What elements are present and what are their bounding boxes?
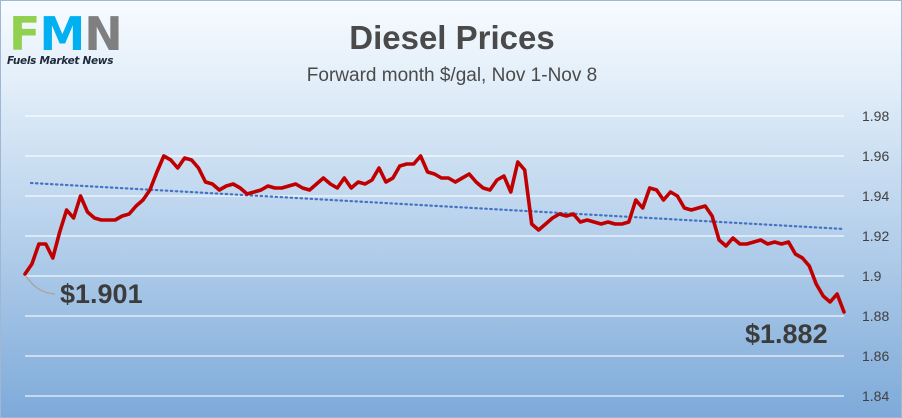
logo-letter-n: N	[84, 7, 122, 61]
logo-tagline: Fuels Market News	[7, 55, 114, 67]
y-tick-label: 1.9	[862, 268, 882, 284]
diesel-price-line	[23, 154, 846, 314]
y-tick-label: 1.98	[862, 108, 889, 124]
series-group	[23, 154, 846, 314]
chart-title: Diesel Prices	[349, 19, 555, 56]
end-price-label: $1.882	[745, 319, 828, 349]
y-tick-label: 1.92	[862, 228, 889, 244]
data-labels: $1.901 $1.882	[25, 275, 828, 349]
y-tick-label: 1.86	[862, 348, 889, 364]
y-tick-label: 1.88	[862, 308, 889, 324]
fmn-logo: FMN Fuels Market News	[7, 9, 131, 71]
y-tick-label: 1.96	[862, 148, 889, 164]
logo-letter-m: M	[39, 7, 85, 61]
logo-letters: FMN	[9, 7, 123, 61]
start-price-label: $1.901	[60, 279, 143, 309]
trend-line	[29, 181, 846, 231]
y-axis-tick-labels: 1.84 1.86 1.88 1.9 1.92 1.94 1.96 1.98	[862, 108, 889, 404]
gridlines	[25, 115, 844, 397]
y-tick-label: 1.94	[862, 188, 889, 204]
start-label-leader	[25, 275, 56, 295]
chart-subtitle: Forward month $/gal, Nov 1-Nov 8	[306, 65, 598, 86]
y-tick-label: 1.84	[862, 388, 889, 404]
logo-letter-f: F	[9, 7, 40, 61]
